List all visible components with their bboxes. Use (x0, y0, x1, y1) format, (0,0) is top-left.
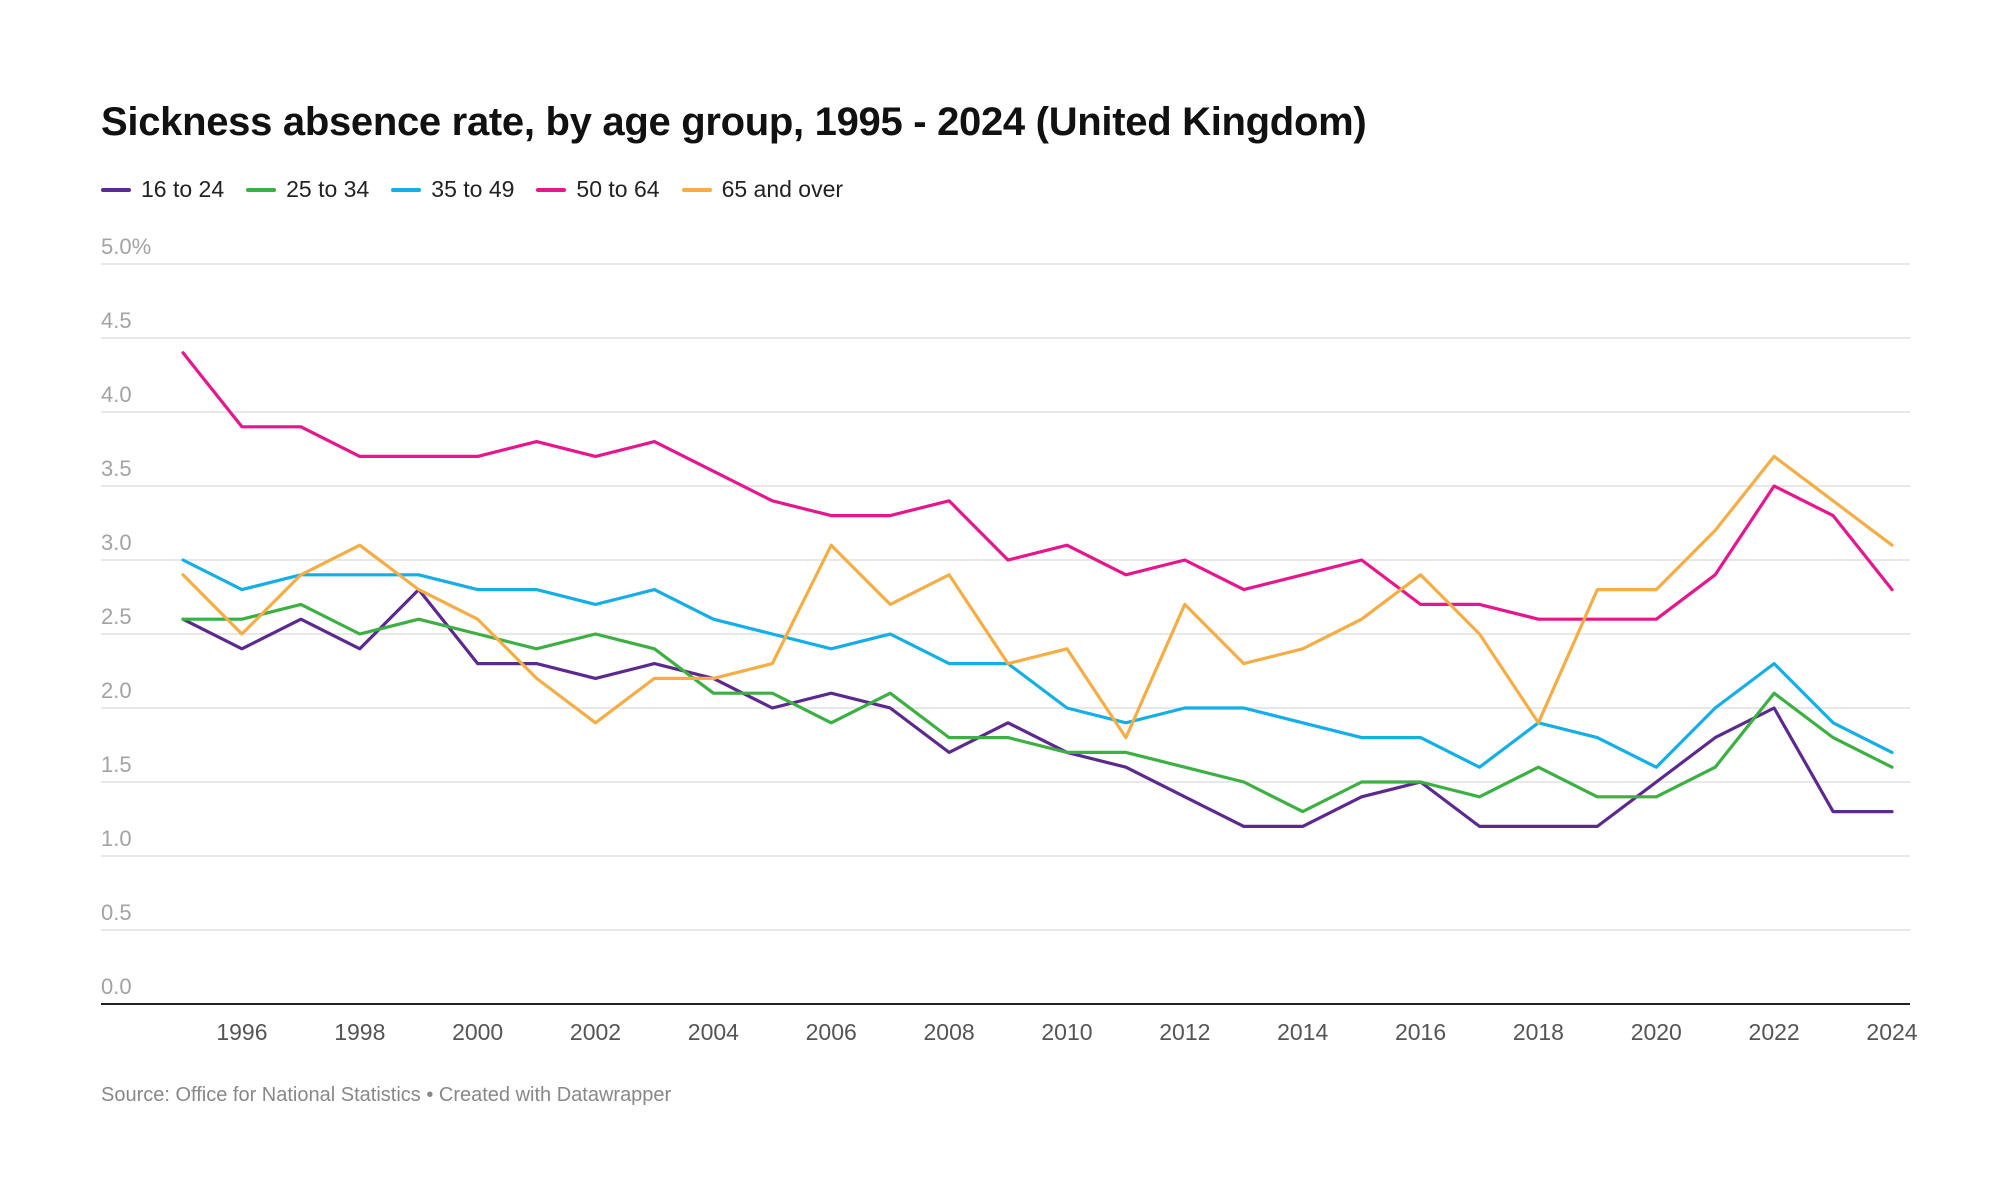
series-line-25-to-34 (181, 602, 1894, 814)
y-tick-label: 0.5 (101, 900, 132, 925)
x-tick-label: 2006 (806, 1019, 857, 1045)
legend-item-35-to-49: 35 to 49 (391, 176, 514, 203)
x-tick-label: 2018 (1513, 1019, 1564, 1045)
chart-title: Sickness absence rate, by age group, 199… (101, 100, 1367, 144)
legend-item-50-to-64: 50 to 64 (536, 176, 660, 203)
legend-label: 65 and over (721, 176, 844, 202)
legend-item-65-and-over: 65 and over (681, 176, 844, 203)
legend-swatch (246, 187, 277, 192)
source-note: Source: Office for National Statistics •… (101, 1084, 672, 1106)
series-line-50-to-64 (181, 351, 1894, 621)
y-tick-label: 0.0 (101, 974, 132, 999)
legend-label: 16 to 24 (141, 176, 225, 202)
x-tick-label: 2014 (1277, 1019, 1328, 1045)
y-tick-label: 2.0 (101, 678, 132, 703)
x-tick-label: 1998 (334, 1019, 385, 1045)
y-tick-label: 3.0 (101, 530, 132, 555)
x-tick-label: 1996 (216, 1019, 267, 1045)
legend-item-25-to-34: 25 to 34 (246, 176, 369, 203)
y-tick-label: 5.0% (101, 234, 151, 259)
x-tick-label: 2024 (1866, 1019, 1917, 1045)
x-tick-label: 2000 (452, 1019, 503, 1045)
y-tick-label: 1.5 (101, 752, 132, 777)
legend-swatch (391, 187, 422, 192)
x-tick-label: 2016 (1395, 1019, 1446, 1045)
x-tick-label: 2008 (924, 1019, 975, 1045)
x-tick-label: 2004 (688, 1019, 739, 1045)
legend-label: 50 to 64 (576, 176, 660, 202)
legend-item-16-to-24: 16 to 24 (101, 176, 224, 203)
legend-label: 25 to 34 (286, 176, 370, 202)
y-tick-label: 3.5 (101, 456, 132, 481)
x-tick-label: 2012 (1159, 1019, 1210, 1045)
legend-label: 35 to 49 (431, 176, 515, 202)
legend-swatch (101, 187, 131, 192)
y-tick-label: 4.0 (101, 382, 132, 407)
series-line-16-to-24 (181, 587, 1894, 829)
y-tick-label: 1.0 (101, 826, 132, 851)
series-line-35-to-49 (181, 558, 1894, 769)
series-line-65-and-over (181, 454, 1894, 740)
legend: 16 to 24 25 to 34 35 to 49 50 to 64 65 and o… (101, 176, 865, 203)
x-tick-label: 2010 (1041, 1019, 1092, 1045)
y-tick-label: 4.5 (101, 308, 132, 333)
x-tick-label: 2022 (1749, 1019, 1800, 1045)
x-tick-label: 2002 (570, 1019, 621, 1045)
legend-swatch (536, 187, 567, 192)
y-tick-label: 2.5 (101, 604, 132, 629)
legend-swatch (681, 187, 712, 192)
x-tick-label: 2020 (1631, 1019, 1682, 1045)
